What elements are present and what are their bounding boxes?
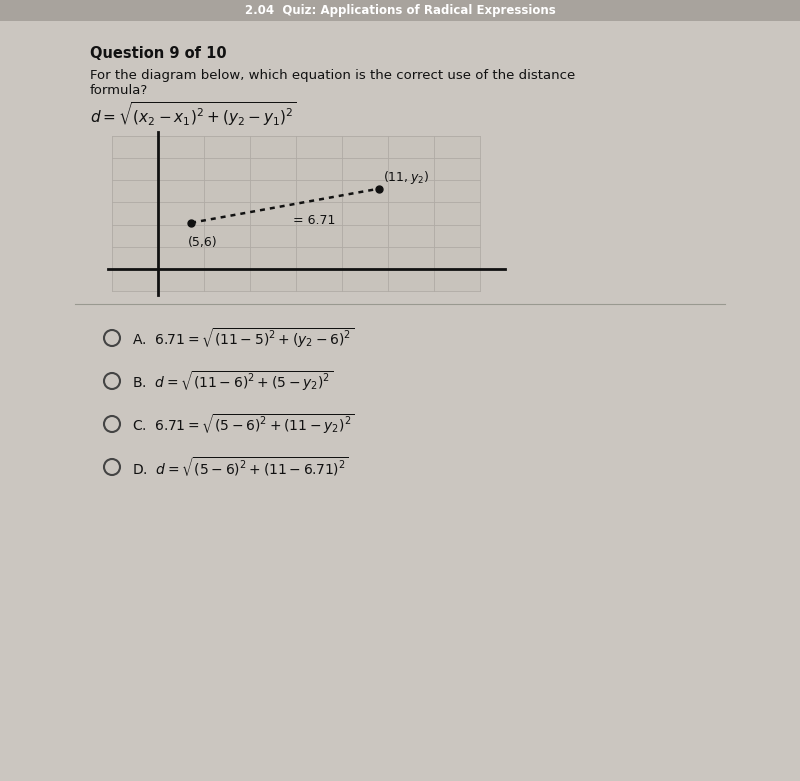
Text: A.  $6.71 = \sqrt{(11-5)^2 + (y_2-6)^2}$: A. $6.71 = \sqrt{(11-5)^2 + (y_2-6)^2}$ <box>132 326 354 350</box>
FancyBboxPatch shape <box>0 0 800 21</box>
Text: Question 9 of 10: Question 9 of 10 <box>90 45 226 60</box>
Text: = 6.71: = 6.71 <box>293 214 335 226</box>
Text: $d = \sqrt{(x_2 - x_1)^2 + (y_2 - y_1)^2}$: $d = \sqrt{(x_2 - x_1)^2 + (y_2 - y_1)^2… <box>90 100 297 128</box>
Text: C.  $6.71 = \sqrt{(5-6)^2 + (11-y_2)^2}$: C. $6.71 = \sqrt{(5-6)^2 + (11-y_2)^2}$ <box>132 412 354 436</box>
Text: D.  $d = \sqrt{(5-6)^2 + (11-6.71)^2}$: D. $d = \sqrt{(5-6)^2 + (11-6.71)^2}$ <box>132 455 349 479</box>
Text: B.  $d = \sqrt{(11-6)^2 + (5-y_2)^2}$: B. $d = \sqrt{(11-6)^2 + (5-y_2)^2}$ <box>132 369 333 393</box>
Text: (5,6): (5,6) <box>188 236 218 249</box>
FancyBboxPatch shape <box>112 136 480 291</box>
Text: For the diagram below, which equation is the correct use of the distance: For the diagram below, which equation is… <box>90 69 575 81</box>
Text: formula?: formula? <box>90 84 148 98</box>
Text: 2.04  Quiz: Applications of Radical Expressions: 2.04 Quiz: Applications of Radical Expre… <box>245 4 555 17</box>
Text: $(11, y_2)$: $(11, y_2)$ <box>383 169 429 186</box>
